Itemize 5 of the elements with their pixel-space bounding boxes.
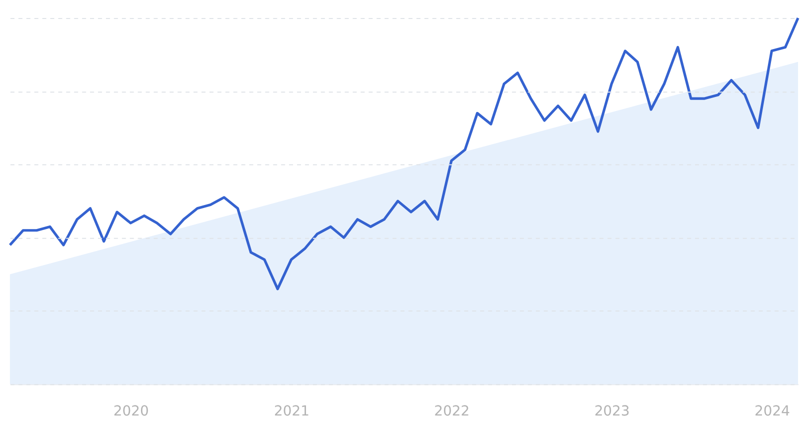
x-tick-label: 2023: [594, 404, 630, 420]
x-tick-label: 2024: [754, 404, 790, 420]
x-tick-label: 2022: [434, 404, 470, 420]
x-tick-label: 2020: [113, 404, 149, 420]
x-tick-label: 2021: [274, 404, 310, 420]
